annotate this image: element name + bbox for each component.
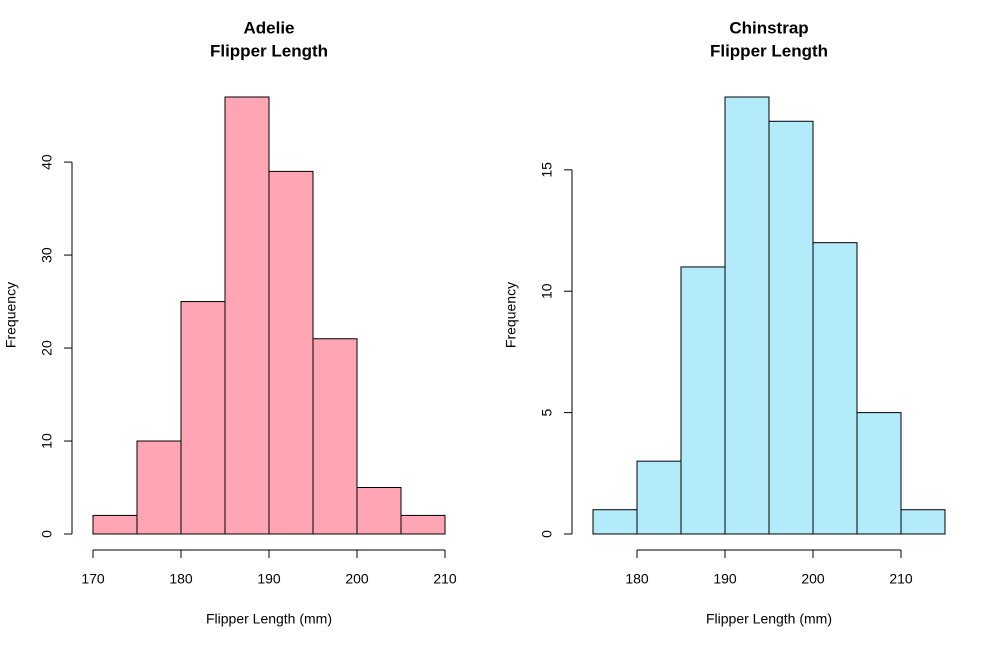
y-tick-label: 0 [39, 530, 55, 538]
chart-title: Adelie [243, 18, 294, 37]
bar [268, 170, 314, 535]
chart-title: Flipper Length [210, 41, 328, 60]
y-tick-label: 10 [539, 283, 555, 299]
y-tick-label: 20 [39, 340, 55, 356]
x-tick-label: 200 [345, 571, 369, 587]
x-tick-label: 190 [257, 571, 281, 587]
chart-title: Chinstrap [729, 18, 808, 37]
bar [400, 514, 446, 535]
x-tick-label: 180 [169, 571, 193, 587]
y-tick-label: 30 [39, 247, 55, 263]
bar [768, 120, 814, 535]
x-tick-label: 170 [81, 571, 105, 587]
y-tick-label: 5 [539, 409, 555, 417]
x-tick-label: 190 [713, 571, 737, 587]
bar [812, 242, 858, 535]
x-tick-label: 180 [625, 571, 649, 587]
y-axis-label: Frequency [3, 282, 19, 348]
bar [592, 509, 638, 535]
bar [312, 338, 358, 535]
bar [680, 266, 726, 535]
bar [856, 412, 902, 535]
x-axis-label: Flipper Length (mm) [706, 611, 832, 627]
bar [356, 487, 402, 535]
y-tick-label: 40 [39, 154, 55, 170]
x-axis-label: Flipper Length (mm) [206, 611, 332, 627]
bar [224, 96, 270, 535]
bar [724, 96, 770, 535]
x-tick-label: 210 [433, 571, 457, 587]
bar [92, 514, 138, 535]
bar [180, 301, 226, 535]
x-tick-label: 200 [801, 571, 825, 587]
bar [136, 440, 182, 535]
x-tick-label: 210 [889, 571, 913, 587]
y-tick-label: 15 [539, 162, 555, 178]
chart-title: Flipper Length [710, 41, 828, 60]
y-tick-label: 0 [539, 530, 555, 538]
y-axis-label: Frequency [503, 282, 519, 348]
bar [636, 460, 682, 535]
y-tick-label: 10 [39, 433, 55, 449]
bar [900, 509, 946, 535]
